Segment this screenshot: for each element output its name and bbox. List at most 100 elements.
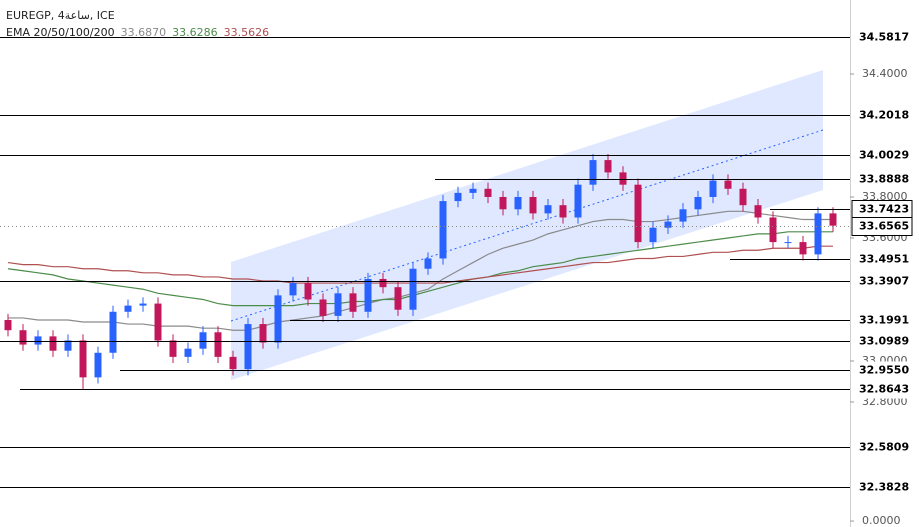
candle-body — [19, 330, 27, 345]
candle-body — [574, 184, 582, 218]
y-tick-label: 0.0000 — [862, 514, 901, 527]
candle-body — [649, 227, 657, 243]
candle-body — [679, 209, 687, 222]
ema-line — [7, 245, 833, 284]
y-tick-label: 33.8000 — [862, 190, 908, 203]
candle-body — [469, 188, 477, 193]
candle-body — [4, 319, 12, 331]
candle-body — [739, 188, 747, 206]
level-label-box — [852, 311, 912, 330]
candle-body — [79, 340, 87, 378]
candle-body — [784, 242, 792, 244]
candle-body — [799, 242, 807, 255]
candle-body — [214, 332, 222, 357]
candle-body — [139, 303, 147, 306]
level-label: 34.2018 — [859, 109, 909, 122]
candle-body — [499, 196, 507, 210]
candle-body — [289, 283, 297, 296]
level-label-box — [852, 28, 912, 47]
level-label-box — [852, 478, 912, 497]
ema-value: 33.6870 — [121, 26, 167, 39]
level-label: 33.8888 — [859, 173, 909, 186]
candle-body — [619, 172, 627, 185]
level-label: 33.4951 — [859, 253, 909, 266]
candle-body — [664, 221, 672, 228]
level-label: 33.7423 — [859, 203, 909, 216]
channel-midline — [230, 129, 824, 322]
level-label: 32.9550 — [859, 364, 909, 377]
ema-line — [7, 231, 833, 307]
level-label: 33.0989 — [859, 335, 909, 348]
level-label-box — [852, 250, 912, 269]
candle-body — [244, 324, 252, 370]
candle-body — [184, 348, 192, 357]
ema-line — [8, 210, 833, 331]
level-label-box — [852, 106, 912, 125]
level-label: 32.3828 — [859, 481, 909, 494]
candle-body — [769, 217, 777, 243]
candle-body — [94, 352, 102, 378]
level-label: 33.3907 — [859, 275, 909, 288]
level-label-box — [852, 438, 912, 457]
candle-body — [724, 180, 732, 189]
candle-body — [814, 213, 822, 255]
candle-body — [589, 160, 597, 185]
candle-body — [379, 278, 387, 288]
candle-body — [529, 196, 537, 214]
ema-value: 33.6286 — [172, 26, 218, 39]
candle-body — [124, 305, 132, 312]
candle-body — [634, 184, 642, 243]
candle-body — [394, 287, 402, 310]
candle-body — [49, 336, 57, 351]
candle-body — [199, 332, 207, 349]
candle-body — [64, 340, 72, 351]
level-label-box — [852, 361, 912, 380]
indicator-name: EMA 20/50/100/200 — [6, 26, 115, 39]
candle-body — [409, 268, 417, 310]
candle-body — [109, 311, 117, 353]
level-label: 32.5809 — [859, 441, 909, 454]
candle-body — [34, 336, 42, 345]
candle-body — [424, 258, 432, 269]
level-label-box — [852, 170, 912, 189]
candle-body — [274, 295, 282, 343]
candle-body — [364, 278, 372, 312]
candle-body — [484, 188, 492, 197]
ema-value: 33.5626 — [224, 26, 270, 39]
candle-body — [154, 303, 162, 341]
candle-body — [454, 192, 462, 202]
level-label-box — [852, 332, 912, 351]
price-axis: 34.400033.800033.600033.000032.80000.000… — [850, 28, 913, 527]
candle-body — [559, 205, 567, 218]
candle-body — [604, 160, 612, 173]
level-label-box — [852, 146, 912, 165]
plot — [0, 37, 850, 488]
candle-body — [304, 283, 312, 300]
level-label: 34.0029 — [859, 149, 909, 162]
level-label: 34.5817 — [859, 31, 909, 44]
chart-title: EUREGP, 4ساعة, ICE — [6, 9, 115, 22]
candle-body — [319, 299, 327, 316]
candle-body — [694, 196, 702, 210]
y-tick-label: 34.4000 — [862, 67, 908, 80]
candle-body — [229, 356, 237, 370]
candle-body — [334, 293, 342, 316]
candle-body — [439, 201, 447, 259]
candle-body — [709, 180, 717, 197]
level-label: 33.1991 — [859, 314, 909, 327]
candle-body — [544, 205, 552, 214]
candle-body — [754, 205, 762, 218]
level-label-box — [852, 380, 912, 399]
level-label: 33.6565 — [859, 220, 909, 233]
candle-body — [829, 213, 837, 226]
candle-body — [514, 196, 522, 210]
level-label-box — [851, 217, 913, 236]
level-label-box — [852, 272, 912, 291]
candle-body — [349, 293, 357, 312]
candle-body — [259, 324, 267, 343]
level-label: 32.8643 — [859, 383, 909, 396]
candle-body — [169, 340, 177, 357]
